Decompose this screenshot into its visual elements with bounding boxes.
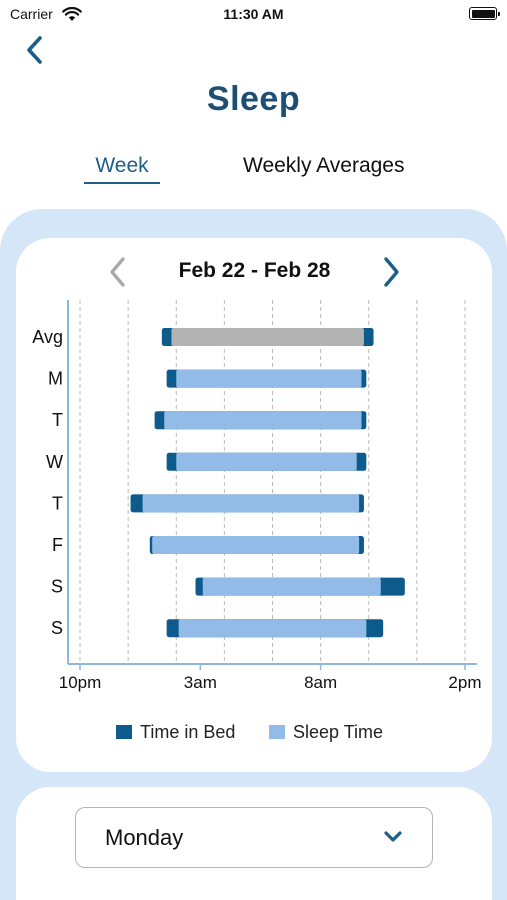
chevron-down-icon [384,831,402,842]
clock: 11:30 AM [223,6,284,22]
battery-icon [469,7,500,20]
tab-week-underline [84,182,160,184]
legend-swatch-sleep-time [269,725,285,739]
chevron-left-icon [110,257,125,287]
status-bar: Carrier 11:30 AM [0,0,507,30]
previous-week-button[interactable] [103,254,133,290]
legend-swatch-time-in-bed [116,725,132,739]
legend-label-sleep-time: Sleep Time [293,722,384,742]
page-title: Sleep [206,80,301,118]
day-select[interactable]: Monday [75,807,433,868]
next-week-button[interactable] [376,254,406,290]
legend-label-time-in-bed: Time in Bed [140,722,236,742]
tab-weekly-averages[interactable]: Weekly Averages [243,154,405,177]
chart-card [16,238,492,772]
carrier-label: Carrier [10,6,53,22]
chevron-left-icon [27,36,42,64]
wifi-icon [62,7,82,21]
chevron-right-icon [384,257,399,287]
back-button[interactable] [18,32,54,68]
day-select-value: Monday [105,825,184,850]
tab-week[interactable]: Week [95,154,149,177]
week-range: Feb 22 - Feb 28 [178,259,331,282]
